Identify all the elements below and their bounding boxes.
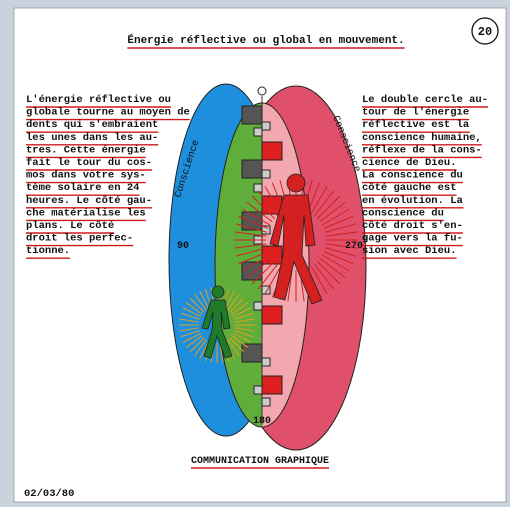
text-line: tionne. bbox=[26, 245, 70, 257]
footer-date: 02/03/80 bbox=[24, 488, 74, 500]
text-line: conscience du bbox=[362, 207, 444, 219]
gear-tooth bbox=[242, 344, 262, 362]
gear-tooth bbox=[242, 160, 262, 178]
text-line: plans. Le côté bbox=[26, 220, 114, 232]
text-line: mos dans votre sys- bbox=[26, 170, 146, 182]
title: Énergie réflective ou global en mouvemen… bbox=[127, 33, 404, 47]
footer-caption: COMMUNICATION GRAPHIQUE bbox=[191, 456, 329, 467]
text-line: cience de Dieu. bbox=[362, 157, 457, 169]
gear-tooth bbox=[262, 376, 282, 394]
diagram: 0 Conscience Conscience 90 270 180 bbox=[169, 84, 366, 450]
gear-tooth bbox=[254, 184, 262, 192]
text-line: tour de l'énergie bbox=[362, 107, 469, 119]
gear-tooth bbox=[262, 306, 282, 324]
text-line: fait le tour du cos- bbox=[26, 157, 152, 169]
text-line: côté gauche est bbox=[362, 182, 457, 194]
bottom-degree: 180 bbox=[253, 416, 271, 427]
text-line: tres. Cette énergie bbox=[26, 144, 146, 156]
gear-tooth bbox=[262, 122, 270, 130]
gear-tooth bbox=[262, 358, 270, 366]
text-line: dents qui s'embraient bbox=[26, 119, 158, 131]
text-line: conscience humaine, bbox=[362, 132, 482, 144]
text-line: réflective est la bbox=[362, 119, 470, 131]
gear-tooth bbox=[254, 302, 262, 310]
gear-tooth bbox=[262, 398, 270, 406]
gear-tooth bbox=[254, 128, 262, 136]
text-line: gage vers la fu- bbox=[362, 233, 463, 245]
text-line: Le double cercle au- bbox=[362, 94, 488, 106]
gear-tooth bbox=[262, 170, 270, 178]
gear-tooth bbox=[262, 142, 282, 160]
left-degree: 90 bbox=[177, 241, 189, 252]
text-line: heures. Le côté gau- bbox=[26, 195, 152, 207]
text-line: en évolution. La bbox=[362, 195, 464, 207]
page-number: 20 bbox=[478, 25, 492, 39]
document: 20 Énergie réflective ou global en mouve… bbox=[0, 0, 510, 507]
text-line: droit les perfec- bbox=[26, 233, 133, 245]
gear-tooth bbox=[242, 106, 262, 124]
text-line: sion avec Dieu. bbox=[362, 245, 457, 257]
page: { "page_number": "20", "title": "Énergie… bbox=[0, 0, 510, 507]
text-line: réflexe de la cons- bbox=[362, 144, 482, 156]
top-degree: 0 bbox=[260, 89, 264, 97]
gear-tooth bbox=[254, 386, 262, 394]
text-line: L'énergie réflective ou bbox=[26, 94, 171, 106]
text-line: côté droit s'en- bbox=[362, 220, 463, 232]
text-line: tème solaire en 24 bbox=[26, 182, 139, 194]
text-line: che matérialise les bbox=[26, 207, 146, 219]
text-line: les unes dans les au- bbox=[26, 132, 158, 144]
text-line: La conscience du bbox=[362, 170, 463, 182]
right-degree: 270 bbox=[345, 241, 363, 252]
text-line: globale tourne au moyen de bbox=[26, 107, 190, 119]
